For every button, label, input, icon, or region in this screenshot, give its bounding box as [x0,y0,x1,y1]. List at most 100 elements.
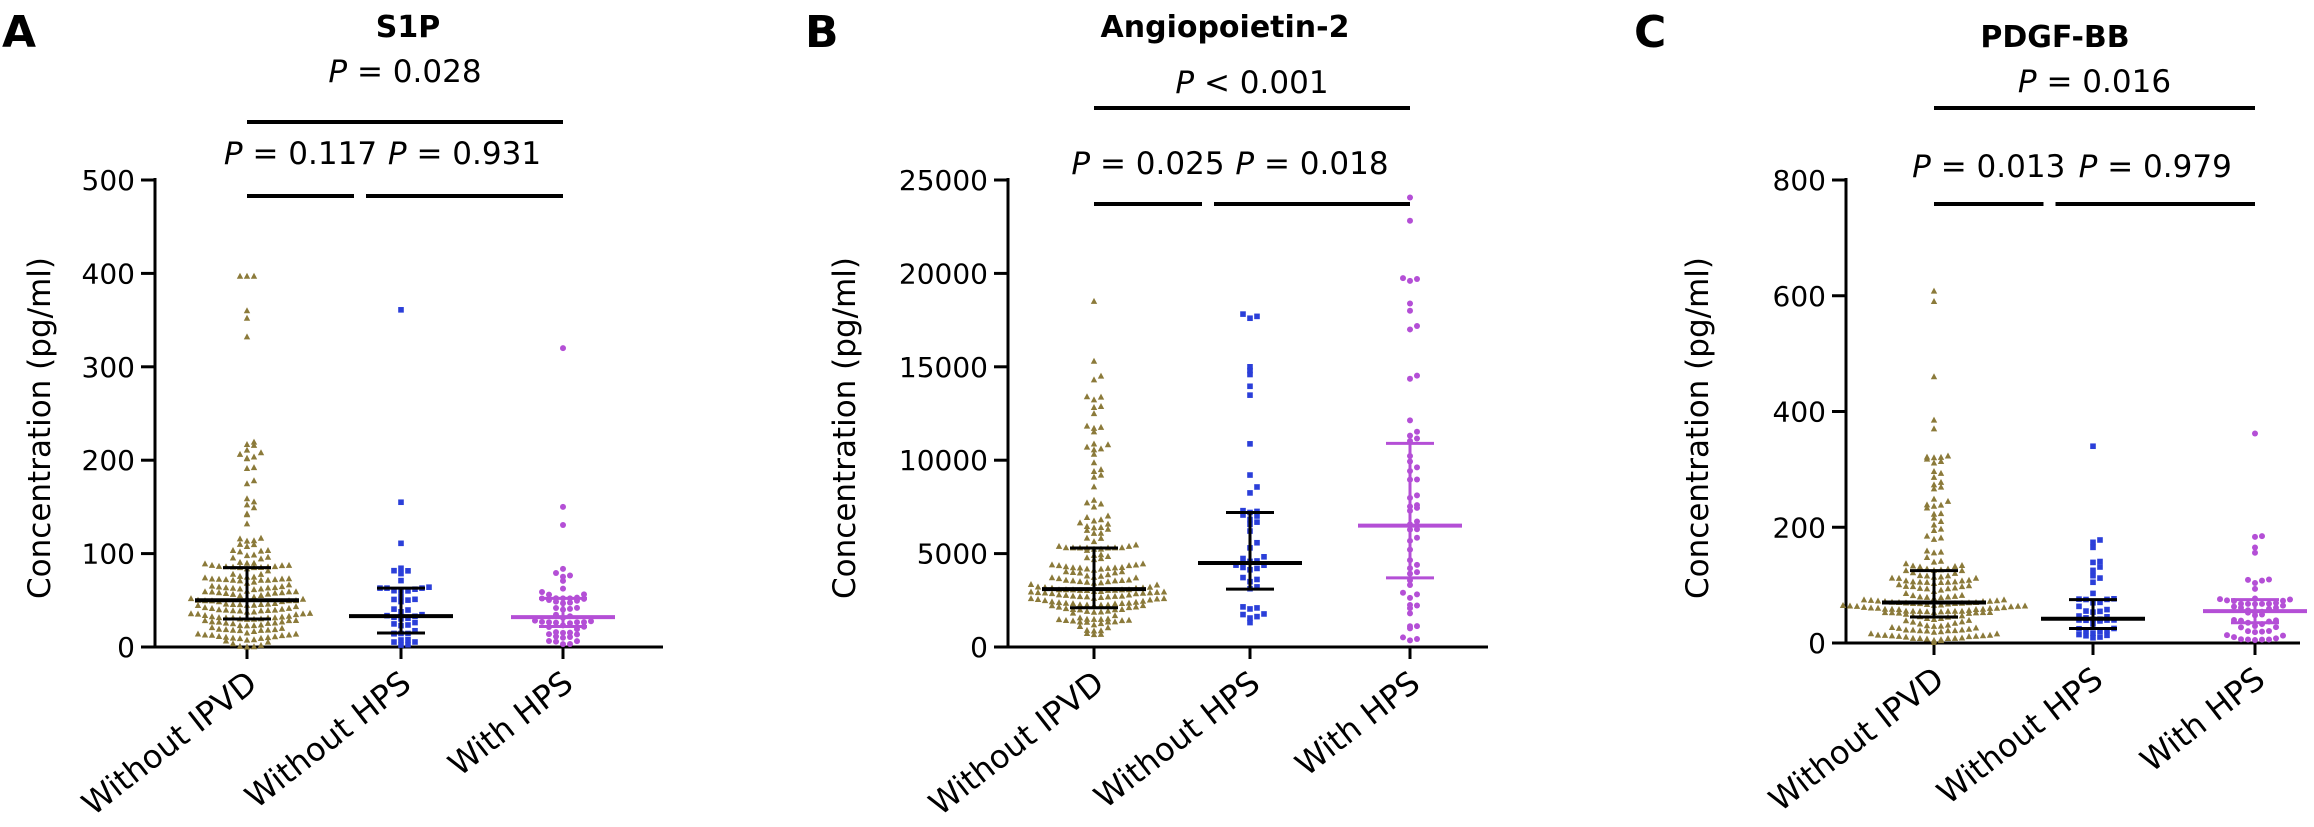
data-point [215,614,223,621]
data-point [1083,578,1091,585]
data-point [1909,618,1917,625]
data-point [2014,602,2022,609]
data-point [1937,478,1945,485]
data-point [574,619,580,626]
data-point [553,619,559,626]
data-point [391,639,397,645]
series-without-hps [349,307,453,648]
data-point [1097,393,1105,400]
data-point [2266,627,2272,634]
data-point [405,607,411,613]
data-point [1062,568,1070,575]
data-point [292,611,300,618]
data-point [299,610,307,617]
data-point [243,510,251,517]
data-point [1055,562,1063,569]
y-tick-label: 20000 [899,257,988,290]
data-point [1895,581,1903,588]
data-point [236,592,244,599]
data-point [264,638,272,645]
data-point [1240,611,1246,618]
data-point [2280,632,2286,639]
data-point [1153,595,1161,602]
data-point [1400,275,1406,282]
data-point [1083,443,1091,450]
y-tick-label: 200 [82,444,135,477]
data-point [201,631,209,638]
data-point [1069,564,1077,571]
data-point [229,576,237,583]
data-point [1055,542,1063,549]
data-point [1076,564,1084,571]
data-point [2090,579,2096,586]
data-point [1902,626,1910,633]
data-point [236,558,244,565]
data-point [257,555,265,562]
data-point [2280,602,2286,609]
data-point [1097,372,1105,379]
data-point [1139,602,1147,609]
data-point [250,627,258,634]
data-point [1930,485,1938,492]
data-point [1125,599,1133,606]
data-point [1062,563,1070,570]
data-point [229,584,237,591]
series-without-ipvd [1027,297,1168,638]
p-value-label: P = 0.931 [388,136,541,172]
data-point [1132,598,1140,605]
data-point [1930,459,1938,466]
data-point [1993,604,2001,611]
data-point [292,616,300,623]
data-point [278,632,286,639]
data-point [1923,593,1931,600]
data-point [1076,618,1084,625]
data-point [2097,599,2103,606]
data-point [1083,626,1091,633]
data-point [532,617,538,624]
data-point [391,567,397,574]
data-point [1916,620,1924,627]
data-point [1104,520,1112,527]
data-point [567,572,573,579]
data-point [1076,606,1084,613]
p-value-label: P = 0.013 [1912,149,2065,185]
data-point [546,631,552,638]
data-point [1407,277,1413,284]
data-point [1951,634,1959,641]
y-tick-label: 500 [82,164,135,197]
data-point [1097,627,1105,634]
data-point [1097,471,1105,478]
y-tick-label: 0 [117,631,135,664]
data-point [1400,634,1406,641]
data-point [1930,558,1938,565]
data-point [1930,467,1938,474]
data-point [1958,577,1966,584]
data-point [1972,632,1980,639]
data-point [1247,383,1253,390]
data-point [1414,534,1420,541]
data-point [1937,501,1945,508]
data-point [1860,596,1868,603]
data-point [1069,617,1077,624]
data-point [412,627,418,634]
data-point [1055,575,1063,582]
data-point [1254,605,1260,611]
data-point [215,625,223,632]
data-point [250,622,258,629]
data-point [2097,558,2103,565]
data-point [208,582,216,589]
data-point [2000,604,2008,611]
data-point [285,575,293,582]
y-tick-label: 400 [1773,396,1826,429]
data-point [567,605,573,612]
data-point [1972,605,1980,612]
data-point [243,501,251,508]
data-point [574,638,580,645]
data-point [2238,636,2244,643]
data-point [285,612,293,619]
data-point [236,627,244,634]
data-point [1153,588,1161,595]
data-point [2090,443,2096,450]
data-point [1909,634,1917,641]
